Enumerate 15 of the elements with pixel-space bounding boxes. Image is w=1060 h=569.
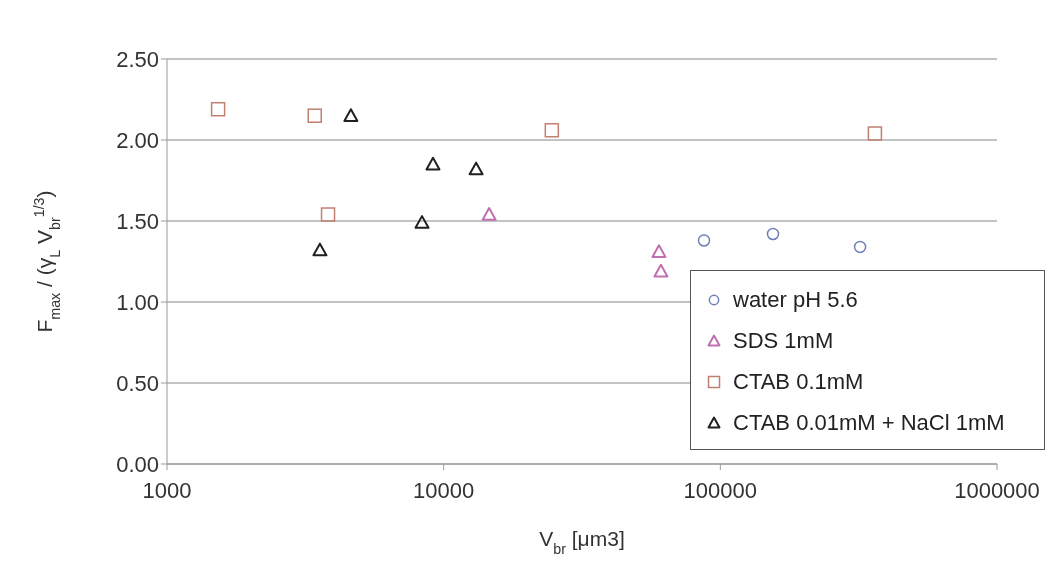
y-tick-label: 2.50: [116, 46, 159, 72]
y-tick-label: 1.00: [116, 289, 159, 315]
y-tick-label: 1.50: [116, 208, 159, 234]
y-tick-label: 2.00: [116, 127, 159, 153]
x-tick-label: 100000: [683, 477, 758, 503]
legend-label: CTAB 0.1mM: [733, 368, 864, 395]
x-tick-label: 1000000: [954, 477, 1040, 503]
legend-label: SDS 1mM: [733, 327, 834, 354]
y-tick-label: 0.50: [116, 370, 159, 396]
x-tick-label: 1000: [142, 477, 192, 503]
x-axis-title: V$_{br}$ [μm3]: [539, 527, 625, 557]
y-tick-label: 0.00: [116, 451, 159, 477]
x-tick-label: 10000: [413, 477, 475, 503]
legend-label: CTAB 0.01mM + NaCl 1mM: [733, 409, 1005, 436]
legend-label: water pH 5.6: [733, 286, 858, 313]
